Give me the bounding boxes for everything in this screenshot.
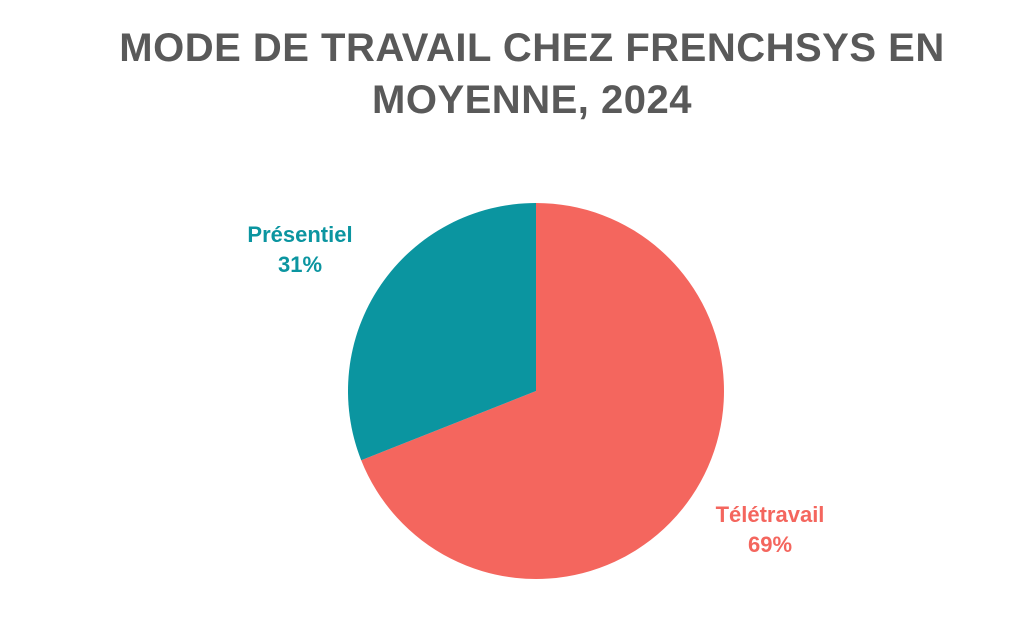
- pie-slice-teletravail: [361, 203, 724, 579]
- chart-title-line-1: MODE DE TRAVAIL CHEZ FRENCHSYS EN: [119, 26, 945, 70]
- slice-name-presentiel: Présentiel: [247, 222, 353, 247]
- slice-label-teletravail: Télétravail 69%: [695, 500, 845, 560]
- pie-slice-presentiel: [348, 203, 536, 461]
- chart-title: MODE DE TRAVAIL CHEZ FRENCHSYS EN MOYENN…: [0, 22, 1024, 126]
- slice-label-presentiel: Présentiel 31%: [225, 220, 375, 280]
- slice-value-teletravail: 69%: [747, 532, 793, 557]
- slice-value-presentiel: 31%: [277, 252, 323, 277]
- chart-title-line-2: MOYENNE, 2024: [372, 78, 692, 122]
- slice-name-teletravail: Télétravail: [715, 502, 825, 527]
